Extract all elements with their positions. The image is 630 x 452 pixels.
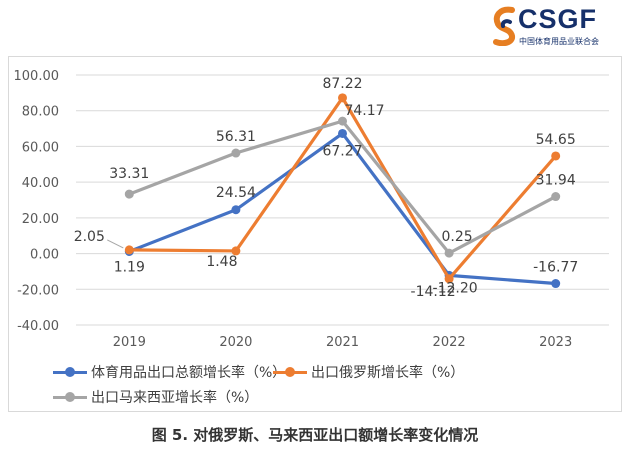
legend-label: 体育用品出口总额增长率（%） <box>91 365 287 381</box>
chart-frame: -40.00 -20.00 0.00 20.00 40.00 60.00 80.00 100.… <box>8 56 622 412</box>
data-label: 1.48 <box>206 254 237 270</box>
data-label: 33.31 <box>109 166 149 182</box>
data-label: -12.20 <box>433 280 478 296</box>
data-point <box>231 148 241 158</box>
x-tick-label: 2020 <box>219 335 252 350</box>
y-tick-label: -20.00 <box>17 283 59 298</box>
csgf-emblem-icon <box>493 6 516 47</box>
x-tick-label: 2019 <box>113 335 146 350</box>
line-chart: -40.00 -20.00 0.00 20.00 40.00 60.00 80.00 100.… <box>14 69 609 350</box>
data-label: 87.22 <box>322 76 362 92</box>
data-point <box>338 116 347 126</box>
data-label: 0.25 <box>442 229 473 245</box>
data-point <box>551 279 561 289</box>
y-tick-label: 20.00 <box>22 212 59 227</box>
data-label: 31.94 <box>536 173 576 189</box>
data-label: -16.77 <box>533 260 578 276</box>
y-tick-label: 60.00 <box>22 140 59 155</box>
data-label: 67.27 <box>322 143 362 159</box>
legend-swatch <box>53 364 87 380</box>
data-point <box>338 93 347 103</box>
data-label: 1.19 <box>114 259 145 275</box>
y-tick-label: 40.00 <box>22 176 59 191</box>
data-label: 56.31 <box>216 129 256 145</box>
figure-caption: 图 5. 对俄罗斯、马来西亚出口额增长率变化情况 <box>151 426 479 444</box>
data-label: 54.65 <box>536 132 576 148</box>
legend-label: 出口俄罗斯增长率（%） <box>311 365 465 381</box>
logo-wordmark: CSGF <box>518 4 598 34</box>
y-tick-label: 100.00 <box>14 69 60 84</box>
data-label: -14.12 <box>411 284 456 300</box>
data-point <box>231 205 241 215</box>
y-tick-label: -40.00 <box>17 319 59 334</box>
x-tick-label: 2022 <box>433 335 466 350</box>
data-label: 24.54 <box>216 185 256 201</box>
legend-label: 出口马来西亚增长率（%） <box>91 390 259 406</box>
y-tick-label: 80.00 <box>22 105 59 120</box>
label-leader-line <box>107 239 124 249</box>
data-point <box>124 245 134 255</box>
data-point <box>231 246 241 256</box>
data-label: 74.17 <box>344 103 384 119</box>
data-point <box>444 248 454 258</box>
data-point <box>551 151 561 161</box>
legend-swatch <box>273 364 307 380</box>
csgf-logo: CSGF 中国体育用品业联合会 <box>492 4 622 50</box>
data-label: 2.05 <box>74 229 105 245</box>
data-point <box>444 274 454 284</box>
x-tick-label: 2021 <box>326 335 359 350</box>
data-point <box>551 192 561 202</box>
x-tick-label: 2023 <box>539 335 572 350</box>
series-line-3 <box>128 119 557 255</box>
logo-subtitle: 中国体育用品业联合会 <box>519 37 599 46</box>
legend-item: 出口俄罗斯增长率（%） <box>273 362 464 382</box>
data-point <box>124 189 134 199</box>
legend-swatch <box>53 389 87 405</box>
legend-item: 出口马来西亚增长率（%） <box>53 387 258 407</box>
legend-item: 体育用品出口总额增长率（%） <box>53 362 286 382</box>
y-tick-label: 0.00 <box>30 248 59 263</box>
data-point <box>338 128 347 138</box>
